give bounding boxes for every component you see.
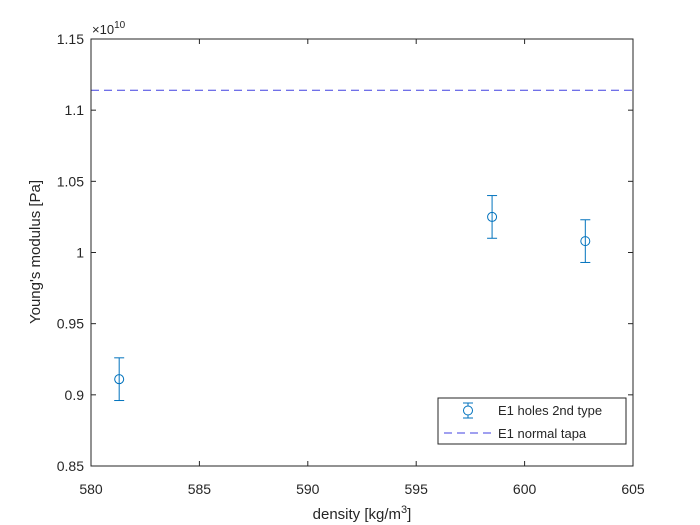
- x-tick-label: 585: [188, 481, 212, 497]
- y-tick-label: 1.15: [57, 31, 84, 47]
- legend: E1 holes 2nd type E1 normal tapa: [437, 397, 627, 445]
- data-point: [114, 357, 125, 402]
- x-tick-label: 605: [621, 481, 645, 497]
- x-tick-label: 595: [405, 481, 429, 497]
- y-tick-label: 1: [76, 245, 84, 261]
- plot-area: [91, 39, 633, 466]
- legend-circle-marker: [463, 405, 473, 416]
- circle-marker: [580, 236, 591, 247]
- y-tick-label: 1.1: [65, 102, 85, 118]
- y-tick-label: 1.05: [57, 173, 84, 189]
- y-axis-ticks: 0.85 0.9 0.95 1 1.05 1.1 1.15: [57, 31, 633, 474]
- x-axis-ticks: 580 585 590 595 600 605: [79, 39, 645, 497]
- legend-box: [437, 397, 627, 445]
- legend-entry-dashed: E1 normal tapa: [444, 426, 587, 441]
- x-tick-label: 600: [513, 481, 537, 497]
- x-tick-label: 590: [296, 481, 320, 497]
- y-tick-label: 0.85: [57, 458, 84, 474]
- plot-frame: [90, 38, 634, 467]
- x-axis-label: density [kg/m3]: [313, 504, 412, 523]
- y-axis-label: Young's modulus [Pa]: [27, 180, 44, 324]
- data-point: [487, 195, 498, 239]
- chart-marks: [91, 89, 633, 402]
- legend-label-series-2: E1 normal tapa: [498, 426, 587, 441]
- data-point: [580, 219, 591, 263]
- y-exponent-label: ×1010: [92, 20, 126, 37]
- circle-marker: [487, 211, 498, 222]
- legend-label-series-1: E1 holes 2nd type: [498, 403, 602, 418]
- y-tick-label: 0.95: [57, 316, 84, 332]
- circle-marker: [114, 374, 125, 385]
- y-tick-label: 0.9: [65, 387, 85, 403]
- legend-entry-errorbar: E1 holes 2nd type: [463, 402, 602, 419]
- x-tick-label: 580: [79, 481, 103, 497]
